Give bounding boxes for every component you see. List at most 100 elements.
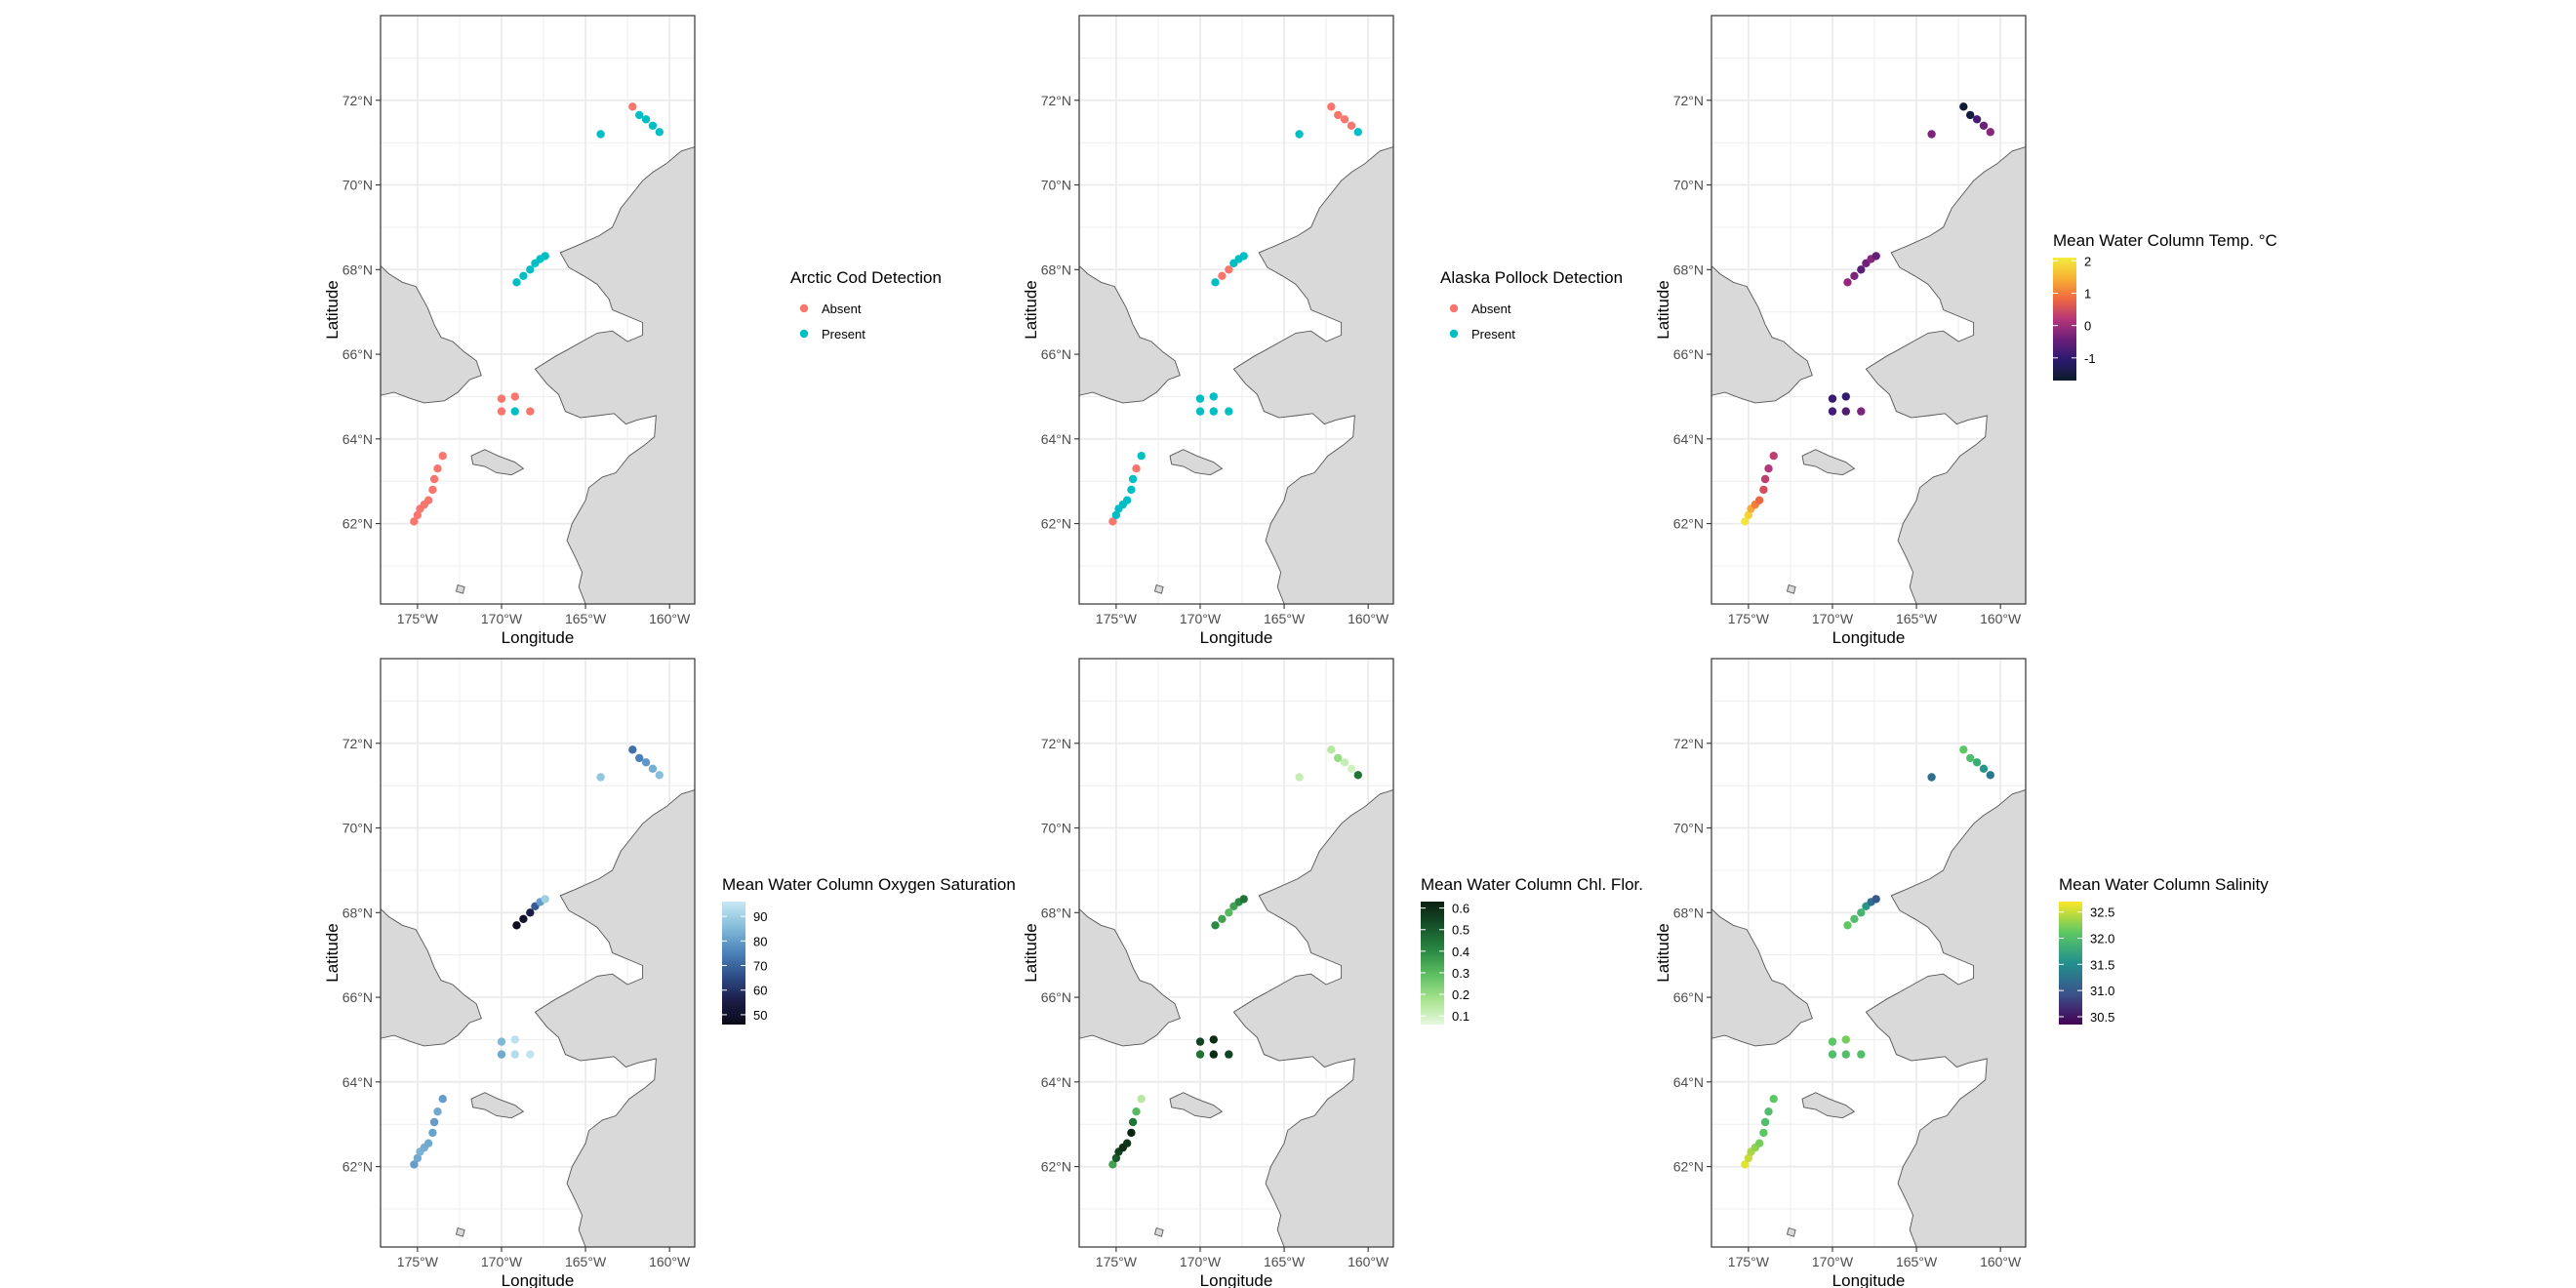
y-tick-label: 70°N	[1673, 178, 1704, 193]
land-polygon-4	[1153, 584, 1164, 594]
y-tick-label: 68°N	[342, 905, 373, 920]
station-point	[1744, 1153, 1753, 1163]
y-tick-label: 66°N	[342, 346, 373, 362]
land-polygon-4	[455, 1227, 465, 1237]
y-tick-label: 64°N	[1673, 1074, 1704, 1090]
station-point	[648, 121, 658, 130]
station-point	[510, 1050, 519, 1059]
station-point	[1108, 517, 1117, 526]
colorbar	[1421, 902, 1444, 1025]
y-axis-title: Latitude	[1654, 923, 1672, 983]
x-tick-label: 175°W	[397, 611, 439, 626]
map-panel-6: 175°W 170°W 165°W 160°W 62°N 64°N 66°N 68°N 70°N…	[1654, 658, 2269, 1288]
panel-border	[1078, 658, 1394, 1248]
land-polygon-1	[1079, 907, 1181, 1047]
panel-border	[380, 15, 696, 605]
station-point	[1828, 407, 1837, 416]
x-axis-title: Longitude	[502, 1271, 575, 1288]
station-point	[1334, 110, 1343, 120]
map-panel-2: 175°W 170°W 165°W 160°W 62°N 64°N 66°N 68°N 70°N…	[1022, 15, 1623, 647]
map-panel-1: 175°W 170°W 165°W 160°W 62°N 64°N 66°N 68°N 70°N…	[323, 15, 942, 647]
station-points	[1108, 745, 1363, 1169]
colorbar	[2053, 258, 2076, 381]
station-point	[497, 1050, 506, 1059]
station-point	[1239, 895, 1248, 904]
legend-label-present: Present	[1471, 327, 1515, 342]
station-point	[1137, 452, 1146, 461]
land-polygon-3	[1169, 449, 1224, 476]
panel-border	[1711, 658, 2027, 1248]
station-point	[428, 1128, 437, 1138]
land-polygon-1	[381, 264, 482, 404]
y-tick-label: 62°N	[342, 516, 373, 532]
panel-border	[1078, 15, 1394, 605]
y-axis-title: Latitude	[1022, 280, 1040, 340]
legend: Mean Water Column Oxygen Saturation 90 80 7…	[722, 875, 1016, 1025]
station-point	[526, 407, 535, 416]
station-point	[1841, 1035, 1851, 1044]
station-point	[1764, 1107, 1773, 1116]
station-point	[1137, 1095, 1146, 1104]
station-point	[1108, 1160, 1117, 1169]
station-point	[1850, 271, 1859, 280]
station-point	[1741, 1160, 1750, 1169]
colorbar-label: -1	[2084, 351, 2096, 366]
station-points	[1741, 102, 1995, 526]
legend: Mean Water Column Chl. Flor. 0.6 0.5 0.4 0.3…	[1421, 875, 1643, 1025]
station-point	[497, 407, 506, 416]
x-axis-title: Longitude	[1832, 628, 1906, 647]
y-tick-label: 70°N	[1673, 821, 1704, 836]
station-point	[512, 278, 521, 287]
legend-title: Mean Water Column Salinity	[2059, 875, 2269, 894]
station-point	[1759, 1128, 1768, 1138]
station-point	[1128, 1117, 1138, 1127]
station-point	[1986, 771, 1995, 780]
x-tick-label: 160°W	[1348, 611, 1389, 626]
station-point	[1340, 115, 1349, 124]
station-point	[413, 1153, 423, 1163]
y-tick-label: 66°N	[1673, 346, 1704, 362]
station-point	[641, 758, 651, 767]
station-point	[1843, 921, 1852, 930]
station-point	[1872, 895, 1880, 904]
colorbar-label: 2	[2084, 254, 2091, 268]
y-tick-label: 68°N	[1673, 262, 1704, 277]
station-point	[655, 771, 664, 780]
station-points	[410, 745, 664, 1169]
station-point	[596, 773, 605, 782]
panel-border	[380, 658, 696, 1248]
land-polygon-1	[1711, 264, 1813, 404]
station-point	[1225, 407, 1233, 416]
legend: Mean Water Column Temp. °C 2 1 0 -1	[2053, 231, 2277, 381]
x-tick-label: 170°W	[1180, 1254, 1222, 1269]
station-point	[433, 1107, 442, 1116]
legend-title: Mean Water Column Oxygen Saturation	[722, 875, 1016, 894]
station-points	[410, 102, 664, 526]
y-tick-label: 70°N	[342, 178, 373, 193]
map-panel-5: 175°W 170°W 165°W 160°W 62°N 64°N 66°N 68°N 70°N…	[1022, 658, 1643, 1288]
station-point	[1927, 773, 1936, 782]
land	[381, 146, 695, 604]
colorbar	[722, 902, 745, 1025]
map-panel-4: 175°W 170°W 165°W 160°W 62°N 64°N 66°N 68°N 70°N…	[323, 658, 1016, 1288]
x-axis-title: Longitude	[502, 628, 575, 647]
y-tick-label: 70°N	[1041, 178, 1071, 193]
legend-title: Mean Water Column Temp. °C	[2053, 231, 2277, 250]
station-point	[541, 895, 549, 904]
station-point	[1211, 278, 1220, 287]
x-axis-title: Longitude	[1832, 1271, 1906, 1288]
station-point	[497, 1037, 506, 1046]
y-tick-label: 72°N	[342, 93, 373, 108]
station-point	[1122, 1139, 1132, 1147]
station-point	[1132, 1107, 1141, 1116]
x-tick-label: 170°W	[481, 1254, 523, 1269]
station-point	[1760, 1117, 1770, 1127]
colorbar-label: 32.5	[2090, 906, 2114, 920]
station-point	[1195, 407, 1205, 416]
station-point	[497, 394, 506, 403]
x-axis-title: Longitude	[1200, 628, 1273, 647]
station-point	[1209, 392, 1219, 401]
station-point	[1225, 908, 1233, 917]
y-tick-label: 72°N	[1041, 93, 1071, 108]
x-tick-label: 160°W	[1980, 611, 2022, 626]
